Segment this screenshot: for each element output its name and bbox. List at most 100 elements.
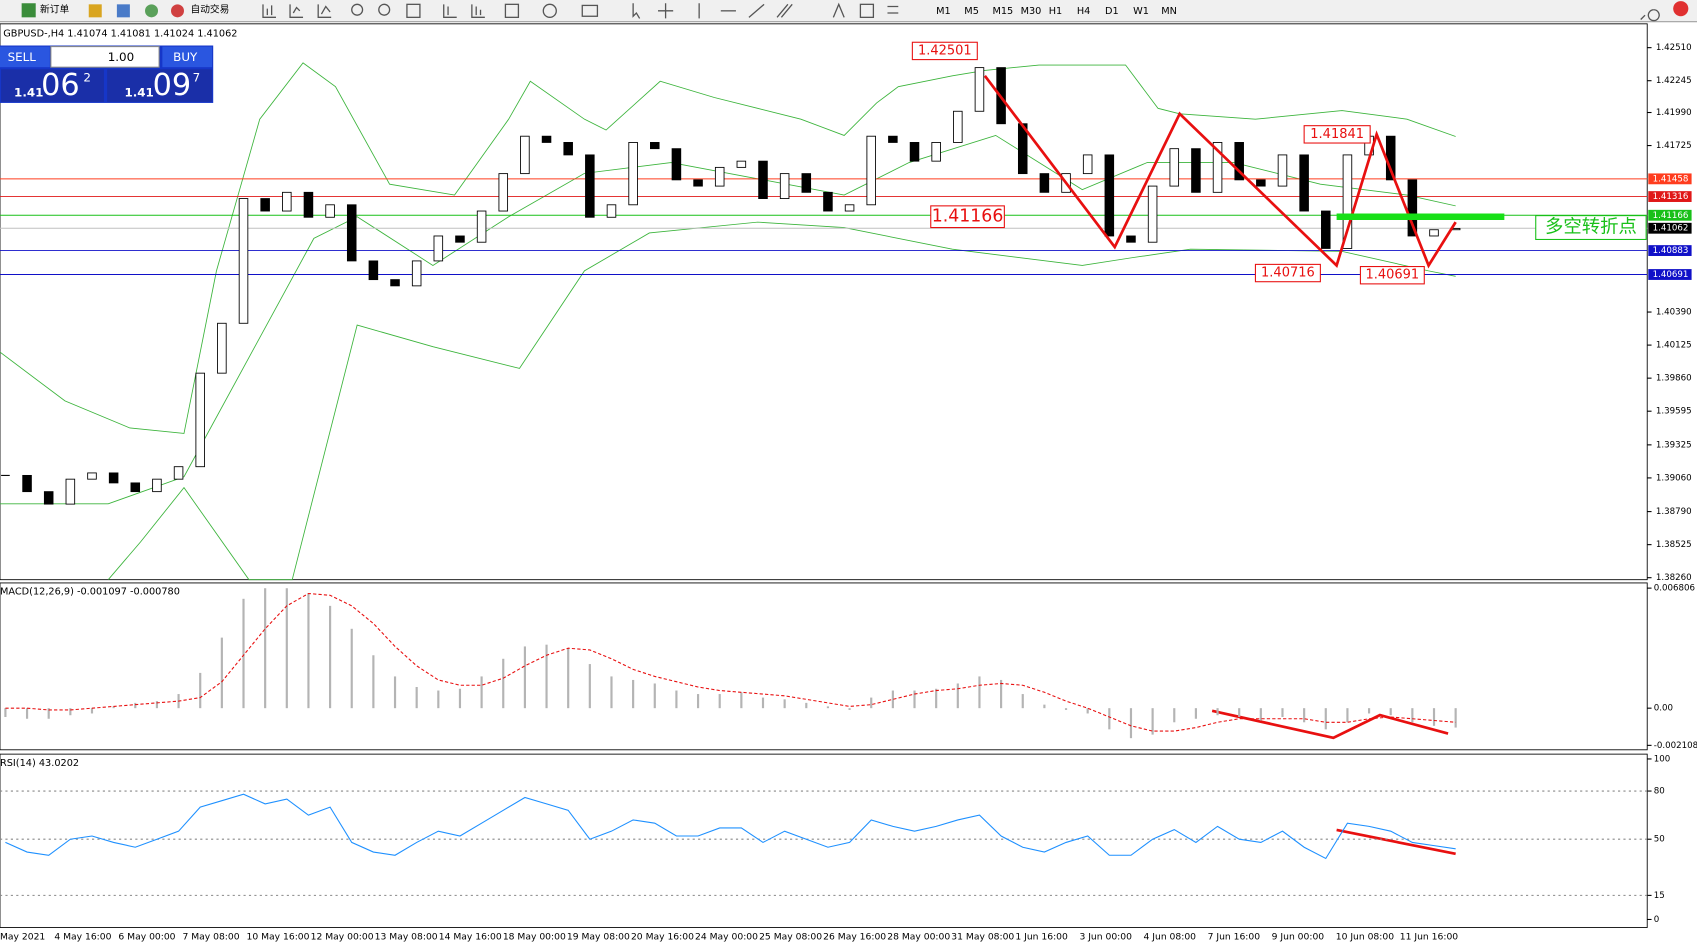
timeframe-button[interactable]: H1: [1049, 6, 1063, 17]
candle: [325, 204, 335, 218]
macd-bar: [740, 692, 743, 709]
macd-bar: [545, 644, 548, 709]
bollinger-lower: [107, 221, 1456, 581]
bid-small[interactable]: 2: [83, 71, 91, 85]
timeframe-button[interactable]: M1: [936, 6, 951, 17]
candle: [1191, 148, 1201, 193]
bid-prefix[interactable]: 1.41: [14, 86, 43, 100]
candle: [1429, 229, 1439, 237]
annotation-box: [911, 41, 978, 61]
sell-button[interactable]: [0, 46, 50, 68]
candle: [650, 142, 660, 150]
candle: [1126, 235, 1136, 243]
candle: [433, 235, 444, 262]
timeframe-button[interactable]: D1: [1105, 6, 1119, 17]
annotation-box: [1359, 266, 1425, 285]
macd-bar: [1411, 708, 1414, 723]
macd-bar: [1324, 708, 1327, 730]
candle: [1321, 210, 1331, 249]
y-tick-label: 1.42510: [1656, 43, 1692, 53]
macd-bar: [1064, 708, 1068, 710]
notification-badge[interactable]: [1673, 1, 1689, 17]
candle: [108, 472, 119, 484]
x-tick-label: 13 May 08:00: [375, 932, 438, 943]
ask-main[interactable]: 09: [153, 68, 192, 103]
macd-bar: [696, 694, 700, 709]
auto-trade-button[interactable]: 自动交易: [190, 3, 229, 16]
candle: [1342, 154, 1353, 249]
buy-label[interactable]: BUY: [173, 50, 198, 64]
auto-trade-icon[interactable]: [170, 4, 184, 18]
macd-bar: [502, 658, 505, 709]
macd-bar: [1281, 708, 1284, 717]
candle: [455, 235, 465, 243]
candle: [390, 279, 400, 287]
macd-divergence-arrow: [1211, 709, 1449, 740]
toolbar-icon[interactable]: [145, 4, 159, 18]
macd-bar: [25, 708, 29, 719]
ask-small[interactable]: 7: [193, 71, 201, 85]
y-tick-label: 1.42245: [1656, 76, 1692, 86]
timeframe-button[interactable]: M5: [964, 6, 979, 17]
macd-bar: [199, 672, 202, 709]
candle: [87, 472, 97, 480]
macd-bar: [112, 706, 115, 709]
macd-bar: [588, 664, 591, 709]
timeframe-buttons: M1 M5 M15 M30 H1 H4 D1 W1 MN: [936, 6, 1177, 17]
timeframe-button[interactable]: M30: [1021, 6, 1042, 17]
timeframe-button[interactable]: W1: [1133, 6, 1149, 17]
toolbar-icon[interactable]: [88, 4, 102, 18]
macd-bar: [1367, 708, 1371, 714]
candle: [1407, 179, 1418, 237]
bollinger-upper: [0, 62, 1456, 434]
macd-bar: [1021, 694, 1024, 709]
macd-bar: [1216, 708, 1219, 716]
y-tick-label: 1.40125: [1656, 341, 1692, 351]
candle: [714, 166, 725, 187]
annotation-box: [1254, 263, 1321, 283]
toolbar: [0, 0, 1697, 22]
rsi-divergence-arrow: [1336, 828, 1456, 856]
x-tick-label: 4 May 16:00: [54, 932, 111, 943]
price-level-label: 1.41316: [1653, 192, 1689, 202]
new-order-icon[interactable]: [21, 3, 36, 18]
macd-bar: [458, 688, 462, 709]
bid-main[interactable]: 06: [41, 68, 80, 103]
macd-signal: [5, 592, 1456, 732]
price-level-tag: [1648, 191, 1692, 202]
candle: [585, 154, 595, 218]
x-tick-label: 6 May 00:00: [118, 932, 175, 943]
lots-input[interactable]: [50, 46, 160, 68]
ask-box[interactable]: [107, 69, 213, 102]
macd-bar: [935, 688, 938, 709]
macd-bar: [220, 637, 223, 709]
toolbar-tools[interactable]: [262, 2, 1660, 22]
macd-bar: [653, 683, 656, 709]
candle: [195, 372, 205, 468]
sell-label[interactable]: SELL: [8, 50, 37, 64]
macd-bar: [47, 708, 50, 719]
bid-box[interactable]: [1, 69, 104, 102]
new-order-button[interactable]: 新订单: [40, 3, 69, 16]
lots-value[interactable]: 1.00: [108, 50, 135, 64]
candle: [823, 191, 833, 212]
macd-bar: [913, 690, 916, 709]
candle: [346, 204, 357, 262]
macd-bar: [1086, 708, 1089, 714]
x-tick-label: 31 May 08:00: [951, 932, 1014, 943]
macd-bar: [1000, 679, 1003, 709]
candle: [541, 135, 552, 143]
timeframe-button[interactable]: MN: [1161, 6, 1177, 17]
x-tick-label: 4 Jun 08:00: [1144, 932, 1197, 943]
candle: [1299, 154, 1309, 212]
price-annotations: 1.42501 1.41166 1.40716 1.41841 1.40691: [911, 41, 1425, 285]
timeframe-button[interactable]: M15: [992, 6, 1013, 17]
buy-button[interactable]: [162, 46, 213, 68]
candle: [130, 482, 141, 493]
macd-bar: [891, 690, 894, 709]
y-tick-label: 1.38790: [1656, 507, 1692, 517]
toolbar-icon[interactable]: [116, 4, 130, 18]
timeframe-button[interactable]: H4: [1077, 6, 1091, 17]
macd-bar: [155, 701, 159, 709]
ask-prefix[interactable]: 1.41: [124, 86, 153, 100]
